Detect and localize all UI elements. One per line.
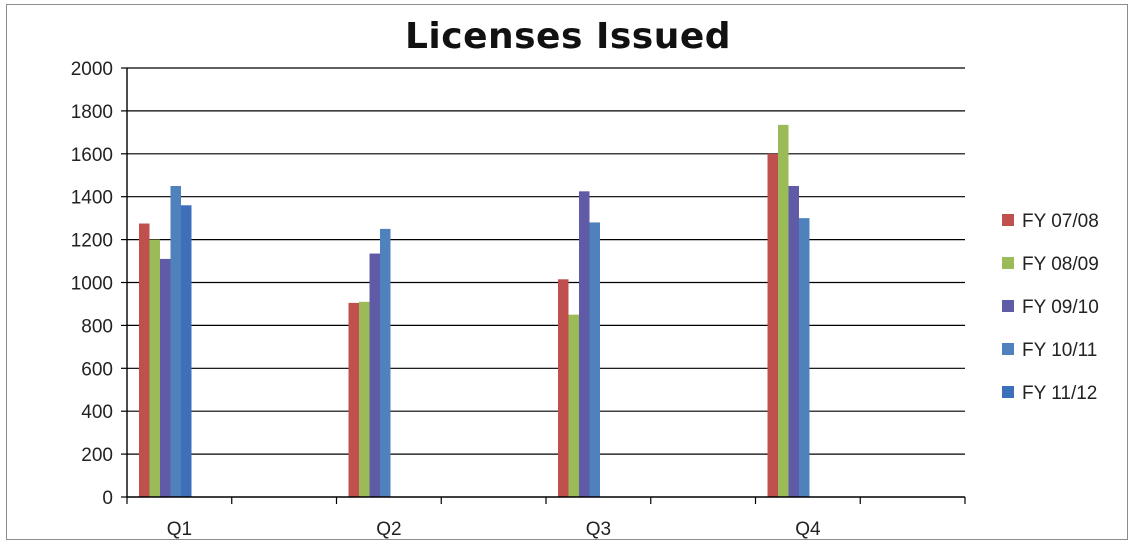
legend: FY 07/08 FY 08/09 FY 09/10 FY 10/11 FY 11/12 xyxy=(1002,211,1099,404)
gridlines xyxy=(127,67,965,455)
y-tick-label: 0 xyxy=(102,488,113,509)
legend-label: FY 07/08 xyxy=(1022,211,1099,232)
x-tick-label: Q4 xyxy=(795,519,821,540)
legend-swatch xyxy=(1002,343,1014,355)
legend-label: FY 11/12 xyxy=(1022,383,1097,404)
y-tick-label: 2000 xyxy=(71,59,113,80)
legend-label: FY 08/09 xyxy=(1022,254,1099,275)
bar xyxy=(380,228,391,497)
legend-label: FY 10/11 xyxy=(1022,340,1097,361)
bar xyxy=(149,239,160,497)
bar xyxy=(181,205,192,497)
y-tick-label: 400 xyxy=(81,402,113,423)
bar xyxy=(589,222,600,497)
bar xyxy=(139,223,150,497)
bar xyxy=(579,191,590,497)
bar xyxy=(778,124,789,497)
bar xyxy=(160,258,171,497)
bar xyxy=(369,253,380,497)
y-tick-label: 200 xyxy=(81,445,113,466)
bar xyxy=(170,185,181,497)
axes xyxy=(126,68,965,498)
y-tick-label: 800 xyxy=(81,316,113,337)
legend-label: FY 09/10 xyxy=(1022,297,1099,318)
bar xyxy=(348,302,359,497)
bar xyxy=(568,314,579,497)
chart-title: Licenses Issued xyxy=(404,16,732,57)
legend-swatch xyxy=(1002,386,1014,398)
bars xyxy=(139,124,810,498)
bar xyxy=(767,153,778,498)
bar xyxy=(558,279,569,497)
x-tick-label: Q3 xyxy=(586,519,611,540)
y-tick-label: 1200 xyxy=(71,231,113,252)
y-tick-label: 600 xyxy=(81,359,113,380)
legend-swatch xyxy=(1002,257,1014,269)
legend-swatch xyxy=(1002,214,1014,226)
bar xyxy=(359,301,370,497)
x-axis-ticks: Q1 Q2 Q3 Q4 xyxy=(126,497,966,540)
x-tick-label: Q2 xyxy=(376,519,401,540)
y-tick-label: 1000 xyxy=(71,274,113,295)
y-tick-label: 1800 xyxy=(71,102,113,123)
y-tick-label: 1400 xyxy=(71,188,113,209)
x-tick-label: Q1 xyxy=(167,519,192,540)
y-tick-label: 1600 xyxy=(71,145,113,166)
y-axis-ticks: 0 200 400 600 800 1000 1200 1400 1600 1800 2000 xyxy=(71,59,127,509)
bar xyxy=(799,218,810,497)
bar xyxy=(788,185,799,497)
legend-swatch xyxy=(1002,300,1014,312)
